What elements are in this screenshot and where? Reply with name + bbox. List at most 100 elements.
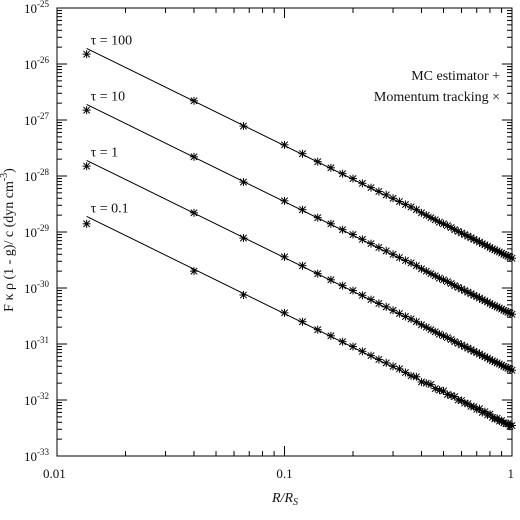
x-axis-title-sub: S — [293, 497, 298, 508]
data-point — [338, 281, 347, 290]
data-point — [239, 122, 248, 131]
data-point — [366, 295, 375, 304]
data-point — [82, 162, 91, 171]
data-point — [450, 337, 459, 346]
data-point — [374, 299, 383, 308]
data-point — [189, 267, 198, 276]
data-point — [450, 225, 459, 234]
data-point — [382, 358, 391, 367]
y-tick-label: 10-33 — [24, 447, 49, 464]
data-point — [366, 183, 375, 192]
legend-momentum-tracking: Momentum tracking × — [374, 90, 500, 105]
data-point — [412, 261, 421, 270]
data-point — [280, 196, 289, 205]
data-point — [239, 178, 248, 187]
data-point — [280, 252, 289, 261]
data-point — [358, 235, 367, 244]
series-label: τ = 0.1 — [91, 201, 129, 216]
y-axis-title-sup: -3 — [0, 173, 10, 181]
series-0 — [82, 47, 516, 263]
data-point — [82, 106, 91, 115]
data-point — [389, 194, 398, 203]
data-point — [326, 163, 335, 172]
data-point — [298, 317, 307, 326]
x-tick-label: 0.01 — [43, 466, 66, 481]
data-point — [447, 223, 456, 232]
axis-ticks — [56, 8, 512, 457]
x-axis-title: R/RS — [271, 491, 298, 508]
data-point — [348, 174, 357, 183]
data-point — [366, 351, 375, 360]
data-point — [475, 294, 484, 303]
series-3 — [82, 215, 516, 431]
data-point — [389, 306, 398, 315]
series-label: τ = 100 — [91, 33, 133, 48]
data-point — [382, 302, 391, 311]
data-point — [374, 355, 383, 364]
data-point — [348, 342, 357, 351]
y-tick-label: 10-27 — [24, 111, 49, 128]
data-point — [82, 219, 91, 228]
y-axis-title-main: F κ ρ (1 - g)/ c (dyn cm — [2, 181, 17, 312]
data-point — [189, 152, 198, 161]
series-1 — [82, 103, 516, 319]
data-point — [338, 337, 347, 346]
y-axis-title: F κ ρ (1 - g)/ c (dyn cm-3) — [0, 168, 17, 312]
data-point — [326, 219, 335, 228]
series-fit-line — [86, 47, 513, 258]
series-fit-line — [86, 103, 513, 314]
data-point — [412, 205, 421, 214]
series-labels: τ = 100 τ = 10 τ = 1 τ = 0.1 — [91, 33, 133, 216]
data-point — [374, 243, 383, 252]
data-point — [326, 275, 335, 284]
data-point — [239, 234, 248, 243]
data-point — [280, 308, 289, 317]
series-label: τ = 10 — [91, 89, 126, 104]
data-point — [358, 347, 367, 356]
axis-tick-labels: 0.01 0.1 1 10-33 10-32 10-31 10-30 10-29 10-28 10… — [24, 0, 514, 481]
data-point — [389, 250, 398, 259]
data-point — [407, 202, 416, 211]
x-tick-label: 1 — [508, 466, 515, 481]
data-point — [358, 179, 367, 188]
data-point — [189, 96, 198, 105]
data-point — [298, 149, 307, 158]
y-tick-label: 10-29 — [24, 223, 49, 240]
data-point — [389, 362, 398, 371]
data-point — [338, 225, 347, 234]
data-point — [450, 281, 459, 290]
data-point — [82, 50, 91, 59]
y-axis-title-end: ) — [2, 168, 17, 173]
y-tick-label: 10-31 — [24, 335, 49, 352]
y-tick-label: 10-30 — [24, 279, 49, 296]
y-tick-label: 10-26 — [24, 55, 49, 72]
series-2 — [82, 159, 516, 375]
x-axis-title-main: R/R — [271, 491, 293, 506]
data-point — [189, 208, 198, 217]
series-fit-line — [86, 159, 513, 370]
plot-marks — [82, 47, 516, 431]
y-tick-label: 10-25 — [24, 0, 49, 16]
data-point — [338, 169, 347, 178]
data-point — [382, 246, 391, 255]
data-point — [348, 230, 357, 239]
data-point — [298, 205, 307, 214]
data-point — [358, 291, 367, 300]
data-point — [326, 331, 335, 340]
data-point — [313, 269, 322, 278]
data-point — [395, 364, 404, 373]
data-point — [280, 140, 289, 149]
data-point — [454, 227, 463, 236]
data-point — [313, 325, 322, 334]
series-label: τ = 1 — [91, 145, 119, 160]
x-tick-label: 0.1 — [276, 466, 292, 481]
legend-mc-estimator: MC estimator + — [411, 69, 500, 84]
data-point — [382, 190, 391, 199]
y-tick-label: 10-28 — [24, 167, 49, 184]
data-point — [401, 368, 410, 377]
data-point — [239, 290, 248, 299]
data-point — [313, 213, 322, 222]
y-tick-label: 10-32 — [24, 391, 49, 408]
data-point — [348, 286, 357, 295]
